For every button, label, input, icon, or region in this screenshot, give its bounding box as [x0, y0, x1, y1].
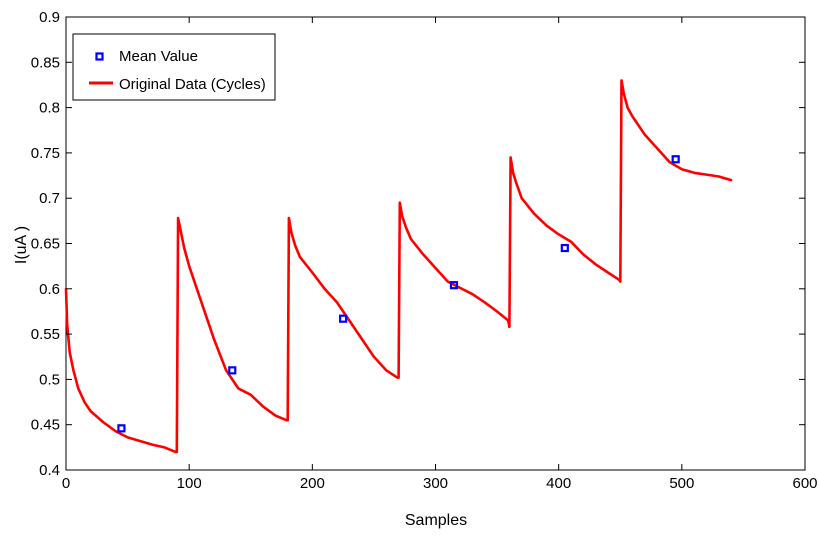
legend-box — [72, 33, 276, 101]
mean-value-point — [117, 424, 126, 433]
x-tick-label: 500 — [669, 475, 694, 492]
y-tick-label: 0.8 — [39, 100, 60, 117]
legend-label-original-data: Original Data (Cycles) — [119, 76, 266, 93]
legend-label-mean-value: Mean Value — [119, 48, 198, 65]
x-tick-label: 300 — [423, 475, 448, 492]
legend-marker-mean-value — [95, 52, 104, 61]
y-axis-label: I(uA ) — [13, 226, 30, 264]
x-axis-label: Samples — [405, 512, 467, 529]
x-tick-label: 0 — [62, 475, 70, 492]
y-axis: 0.4 0.45 0.5 0.55 0.6 0.65 0.7 0.75 0.8 0.85 0.9 — [31, 9, 805, 479]
mean-value-point — [339, 314, 348, 323]
y-tick-label: 0.5 — [39, 371, 60, 388]
x-axis: 0 100 200 300 400 500 600 — [62, 17, 818, 492]
y-tick-label: 0.45 — [31, 417, 60, 434]
mean-value-point — [449, 281, 459, 290]
legend: Mean Value Original Data (Cycles) — [72, 33, 276, 101]
y-tick-label: 0.65 — [31, 236, 60, 253]
y-tick-label: 0.9 — [39, 9, 60, 26]
series-line-original-data — [64, 79, 733, 454]
mean-value-point — [671, 155, 680, 164]
x-tick-label: 100 — [177, 475, 202, 492]
x-tick-label: 400 — [546, 475, 571, 492]
y-tick-label: 0.7 — [39, 190, 60, 207]
y-tick-label: 0.75 — [31, 145, 60, 162]
y-tick-label: 0.85 — [31, 54, 60, 71]
y-tick-label: 0.4 — [39, 462, 60, 479]
x-tick-label: 600 — [792, 475, 817, 492]
x-tick-label: 200 — [300, 475, 325, 492]
y-tick-label: 0.6 — [39, 281, 60, 298]
mean-value-point — [228, 366, 237, 375]
mean-value-point — [560, 243, 569, 253]
y-tick-label: 0.55 — [31, 326, 60, 343]
